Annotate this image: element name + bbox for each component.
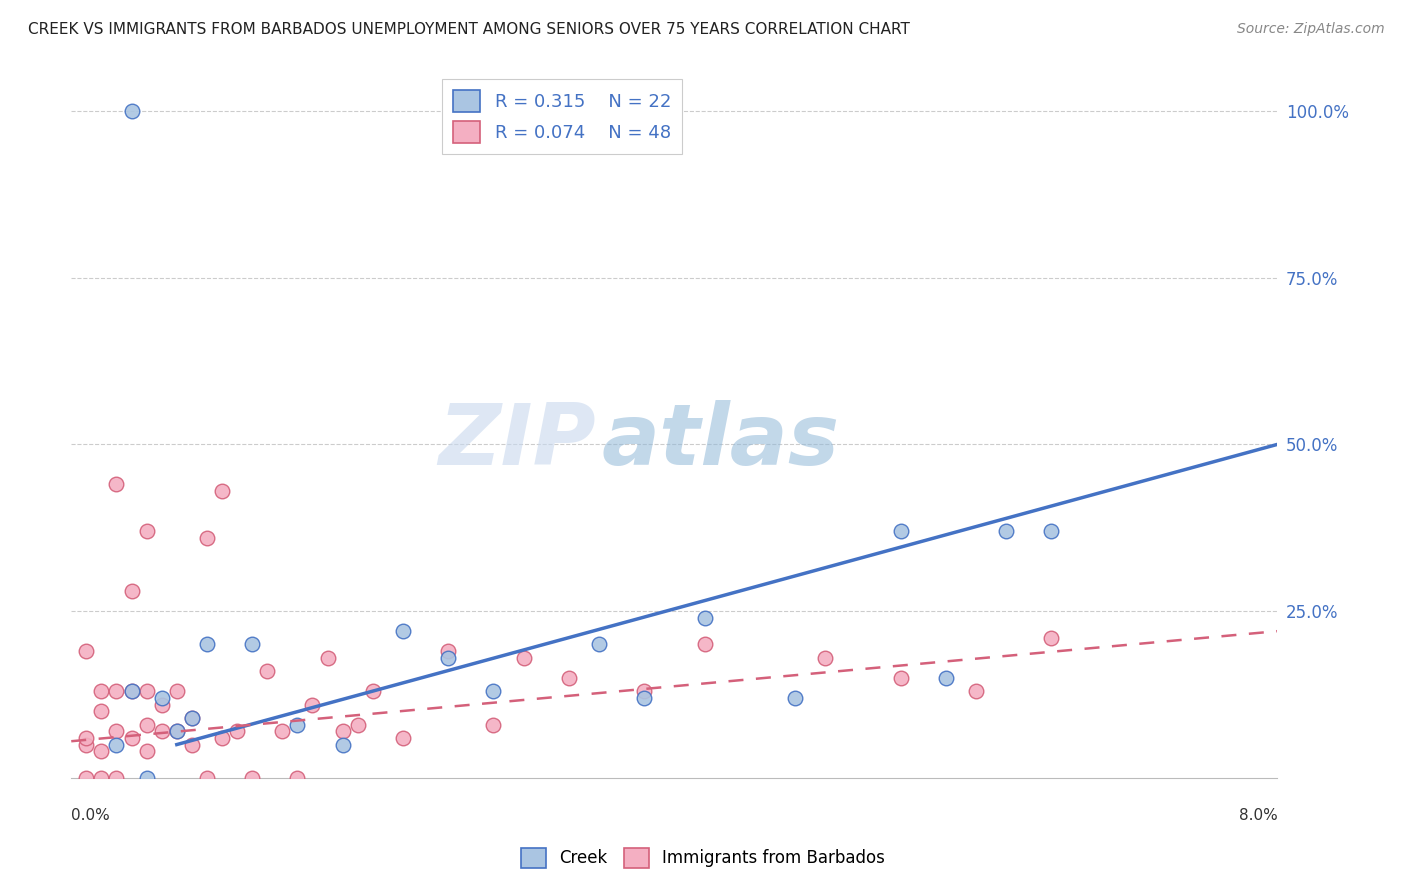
- Point: [935, 671, 957, 685]
- Text: ZIP: ZIP: [439, 401, 596, 483]
- Point: [166, 724, 188, 739]
- Point: [180, 738, 202, 752]
- Point: [180, 711, 202, 725]
- Point: [135, 771, 157, 785]
- Point: [150, 698, 173, 712]
- Point: [392, 624, 415, 639]
- Point: [965, 684, 987, 698]
- Point: [889, 671, 911, 685]
- Point: [588, 638, 610, 652]
- Point: [512, 650, 534, 665]
- Point: [271, 724, 294, 739]
- Point: [121, 731, 143, 745]
- Point: [693, 611, 716, 625]
- Point: [332, 738, 354, 752]
- Point: [256, 664, 278, 678]
- Point: [287, 717, 309, 731]
- Point: [346, 717, 368, 731]
- Point: [783, 690, 806, 705]
- Point: [166, 724, 188, 739]
- Point: [1040, 524, 1063, 538]
- Text: CREEK VS IMMIGRANTS FROM BARBADOS UNEMPLOYMENT AMONG SENIORS OVER 75 YEARS CORRE: CREEK VS IMMIGRANTS FROM BARBADOS UNEMPL…: [28, 22, 910, 37]
- Point: [75, 644, 97, 658]
- Point: [633, 684, 655, 698]
- Point: [105, 477, 128, 491]
- Point: [135, 717, 157, 731]
- Point: [180, 711, 202, 725]
- Point: [633, 690, 655, 705]
- Point: [150, 724, 173, 739]
- Point: [90, 704, 112, 718]
- Point: [211, 731, 233, 745]
- Point: [121, 584, 143, 599]
- Point: [75, 771, 97, 785]
- Point: [105, 738, 128, 752]
- Point: [90, 684, 112, 698]
- Point: [166, 684, 188, 698]
- Point: [361, 684, 384, 698]
- Text: Source: ZipAtlas.com: Source: ZipAtlas.com: [1237, 22, 1385, 37]
- Point: [1040, 631, 1063, 645]
- Point: [814, 650, 837, 665]
- Point: [121, 684, 143, 698]
- Point: [240, 771, 263, 785]
- Point: [105, 771, 128, 785]
- Point: [75, 731, 97, 745]
- Legend: R = 0.315    N = 22, R = 0.074    N = 48: R = 0.315 N = 22, R = 0.074 N = 48: [441, 79, 682, 154]
- Point: [693, 638, 716, 652]
- Point: [226, 724, 249, 739]
- Point: [75, 738, 97, 752]
- Point: [135, 744, 157, 758]
- Point: [90, 771, 112, 785]
- Text: 0.0%: 0.0%: [72, 808, 110, 823]
- Point: [105, 724, 128, 739]
- Point: [240, 638, 263, 652]
- Point: [195, 531, 218, 545]
- Point: [392, 731, 415, 745]
- Point: [105, 684, 128, 698]
- Text: 8.0%: 8.0%: [1239, 808, 1278, 823]
- Text: atlas: atlas: [602, 401, 841, 483]
- Point: [301, 698, 323, 712]
- Point: [135, 684, 157, 698]
- Point: [482, 717, 505, 731]
- Point: [889, 524, 911, 538]
- Legend: Creek, Immigrants from Barbados: Creek, Immigrants from Barbados: [515, 841, 891, 875]
- Point: [135, 524, 157, 538]
- Point: [121, 684, 143, 698]
- Point: [995, 524, 1018, 538]
- Point: [150, 690, 173, 705]
- Point: [316, 650, 339, 665]
- Point: [332, 724, 354, 739]
- Point: [558, 671, 581, 685]
- Point: [195, 771, 218, 785]
- Point: [195, 638, 218, 652]
- Point: [482, 684, 505, 698]
- Point: [90, 744, 112, 758]
- Point: [437, 650, 460, 665]
- Point: [287, 771, 309, 785]
- Point: [211, 484, 233, 499]
- Point: [121, 103, 143, 118]
- Point: [437, 644, 460, 658]
